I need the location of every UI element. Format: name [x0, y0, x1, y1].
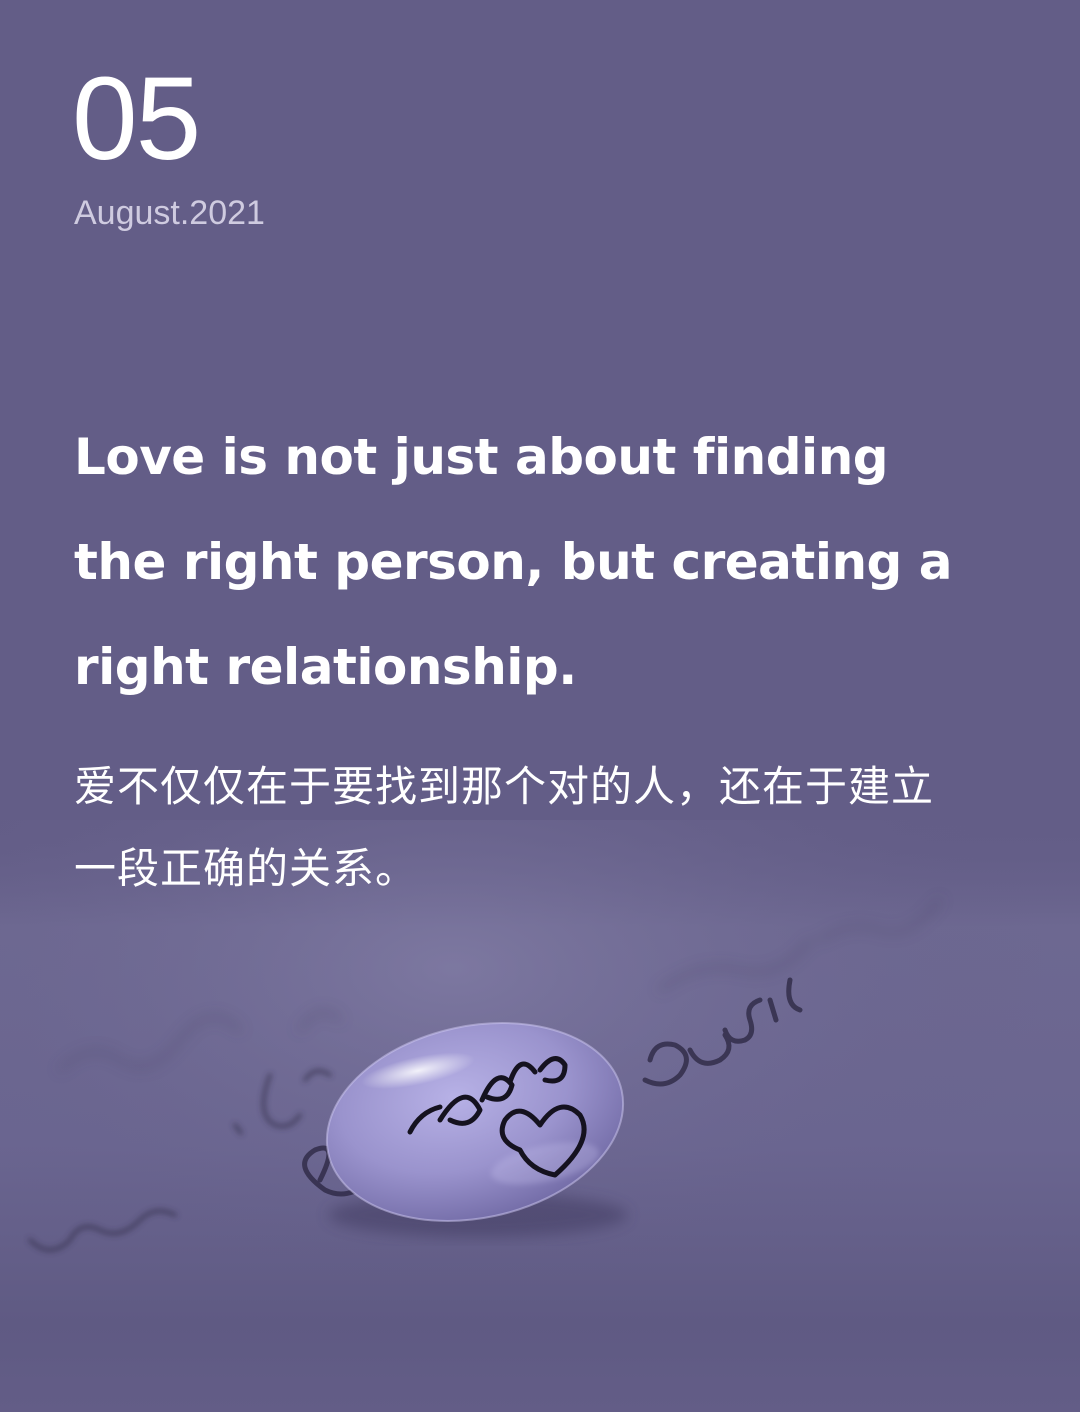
- quote-english: Love is not just about finding the right…: [74, 428, 953, 696]
- love-droplet-photo: [0, 820, 1080, 1412]
- date-month-year: August.2021: [74, 194, 265, 232]
- quote-chinese: 爱不仅仅在于要找到那个对的人，还在于建立一段正确的关系。: [74, 762, 935, 893]
- date-day: 05: [72, 53, 201, 185]
- photo-illustration: [0, 820, 1080, 1412]
